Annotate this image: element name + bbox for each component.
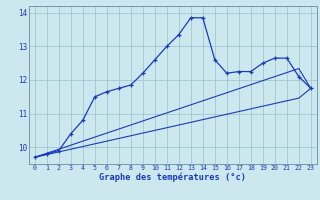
X-axis label: Graphe des températures (°c): Graphe des températures (°c) [99,173,246,182]
